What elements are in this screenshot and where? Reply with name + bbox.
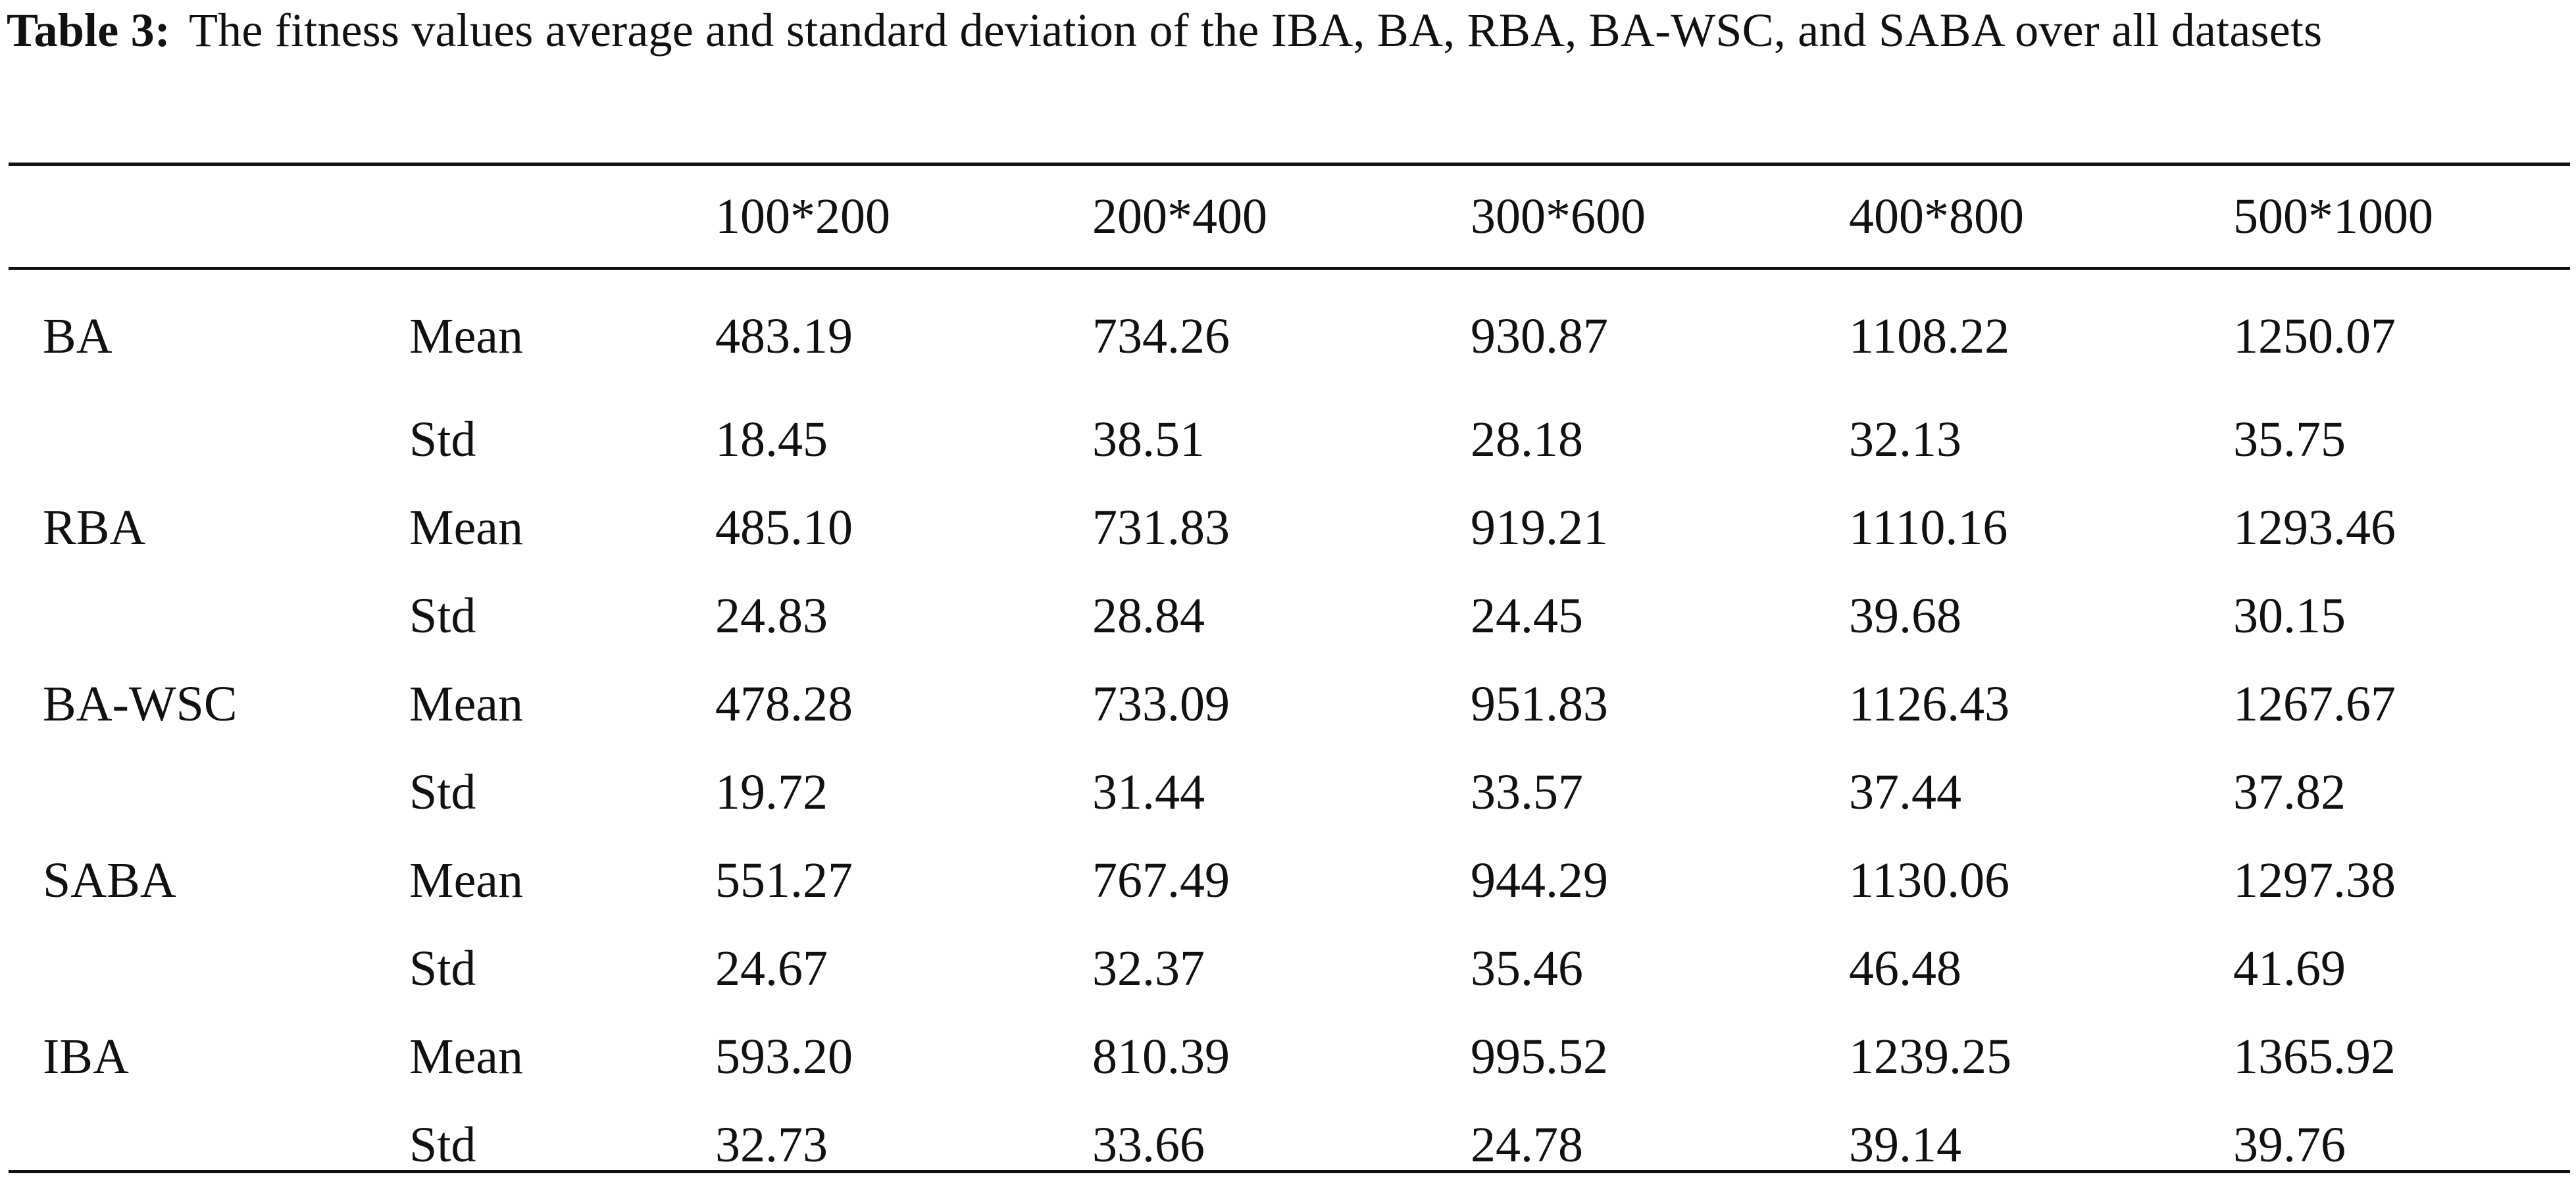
value-cell: 28.18 <box>1471 411 1583 467</box>
method-name: BA-WSC <box>43 676 238 732</box>
column-header-dataset: 500*1000 <box>2233 188 2433 244</box>
method-name <box>9 748 409 836</box>
value-cell: 24.67 <box>715 940 828 996</box>
value-cell: 767.49 <box>1092 852 1230 908</box>
method-name <box>9 572 409 660</box>
method-name <box>9 924 409 1013</box>
value-cell: 731.83 <box>1092 499 1230 555</box>
value-cell: 1267.67 <box>2233 676 2396 732</box>
value-cell: 1297.38 <box>2233 852 2396 908</box>
value-cell: 919.21 <box>1471 499 1608 555</box>
method-name <box>9 1101 409 1189</box>
table-row: IBA Mean 593.20 810.39 995.52 1239.25 13… <box>9 1013 2570 1101</box>
value-cell: 483.19 <box>715 309 853 364</box>
value-cell: 810.39 <box>1092 1028 1230 1084</box>
fitness-table: 100*200 200*400 300*600 400*800 500*1000… <box>9 166 2570 1189</box>
value-cell: 995.52 <box>1471 1028 1608 1084</box>
value-cell: 24.45 <box>1471 588 1583 644</box>
value-cell: 39.14 <box>1849 1117 1961 1173</box>
value-cell: 944.29 <box>1471 852 1608 908</box>
value-cell: 24.83 <box>715 588 828 644</box>
table-header-rule <box>9 267 2570 270</box>
value-cell: 35.46 <box>1471 940 1583 996</box>
value-cell: 32.13 <box>1849 411 1961 467</box>
table-header-row: 100*200 200*400 300*600 400*800 500*1000 <box>9 166 2570 267</box>
table-top-rule <box>9 163 2570 166</box>
table-caption-text: The fitness values average and standard … <box>189 4 2323 57</box>
value-cell: 733.09 <box>1092 676 1230 732</box>
value-cell: 593.20 <box>715 1028 853 1084</box>
stat-label: Std <box>409 588 476 644</box>
method-name: RBA <box>43 499 146 555</box>
table-row: RBA Mean 485.10 731.83 919.21 1110.16 12… <box>9 484 2570 572</box>
stat-label: Mean <box>409 499 524 555</box>
method-name: BA <box>43 309 113 364</box>
value-cell: 930.87 <box>1471 309 1608 364</box>
table-caption-label: Table 3: <box>7 4 170 57</box>
value-cell: 1126.43 <box>1849 676 2010 732</box>
column-header-stat <box>409 166 715 267</box>
value-cell: 485.10 <box>715 499 853 555</box>
value-cell: 1239.25 <box>1849 1028 2011 1084</box>
value-cell: 38.51 <box>1092 411 1205 467</box>
table-row: BA-WSC Mean 478.28 733.09 951.83 1126.43… <box>9 660 2570 748</box>
stat-label: Std <box>409 1117 476 1173</box>
value-cell: 33.57 <box>1471 764 1583 820</box>
value-cell: 1293.46 <box>2233 499 2396 555</box>
stat-label: Std <box>409 764 476 820</box>
table-row: Std 32.73 33.66 24.78 39.14 39.76 <box>9 1101 2570 1189</box>
value-cell: 39.76 <box>2233 1117 2346 1173</box>
stat-label: Mean <box>409 852 524 908</box>
stat-label: Mean <box>409 1028 524 1084</box>
column-header-dataset: 300*600 <box>1471 188 1646 244</box>
value-cell: 31.44 <box>1092 764 1205 820</box>
table-row: Std 18.45 38.51 28.18 32.13 35.75 <box>9 395 2570 484</box>
value-cell: 19.72 <box>715 764 828 820</box>
value-cell: 30.15 <box>2233 588 2346 644</box>
stat-label: Mean <box>409 309 524 364</box>
value-cell: 1250.07 <box>2233 309 2396 364</box>
value-cell: 37.82 <box>2233 764 2346 820</box>
value-cell: 24.78 <box>1471 1117 1583 1173</box>
column-header-dataset: 400*800 <box>1849 188 2024 244</box>
value-cell: 41.69 <box>2233 940 2346 996</box>
table-row: Std 24.83 28.84 24.45 39.68 30.15 <box>9 572 2570 660</box>
table-row: SABA Mean 551.27 767.49 944.29 1130.06 1… <box>9 836 2570 924</box>
stat-label: Mean <box>409 676 524 732</box>
stat-label: Std <box>409 940 476 996</box>
value-cell: 37.44 <box>1849 764 1961 820</box>
table-bottom-rule <box>9 1170 2570 1173</box>
value-cell: 35.75 <box>2233 411 2346 467</box>
value-cell: 18.45 <box>715 411 828 467</box>
value-cell: 1110.16 <box>1849 499 2008 555</box>
value-cell: 32.73 <box>715 1117 828 1173</box>
value-cell: 32.37 <box>1092 940 1205 996</box>
value-cell: 33.66 <box>1092 1117 1205 1173</box>
value-cell: 28.84 <box>1092 588 1205 644</box>
value-cell: 551.27 <box>715 852 853 908</box>
value-cell: 39.68 <box>1849 588 1961 644</box>
column-header-dataset: 100*200 <box>715 188 890 244</box>
value-cell: 478.28 <box>715 676 853 732</box>
table-row: BA Mean 483.19 734.26 930.87 1108.22 125… <box>9 267 2570 395</box>
value-cell: 1365.92 <box>2233 1028 2396 1084</box>
method-name: IBA <box>43 1028 129 1084</box>
value-cell: 1130.06 <box>1849 852 2010 908</box>
method-name <box>9 395 409 484</box>
stat-label: Std <box>409 411 476 467</box>
column-header-dataset: 200*400 <box>1092 188 1267 244</box>
table-row: Std 24.67 32.37 35.46 46.48 41.69 <box>9 924 2570 1013</box>
value-cell: 46.48 <box>1849 940 1961 996</box>
value-cell: 734.26 <box>1092 309 1230 364</box>
method-name: SABA <box>43 852 176 908</box>
value-cell: 951.83 <box>1471 676 1608 732</box>
table-row: Std 19.72 31.44 33.57 37.44 37.82 <box>9 748 2570 836</box>
table-caption: Table 3: The fitness values average and s… <box>7 0 2569 61</box>
value-cell: 1108.22 <box>1849 309 2010 364</box>
column-header-method <box>9 166 409 267</box>
